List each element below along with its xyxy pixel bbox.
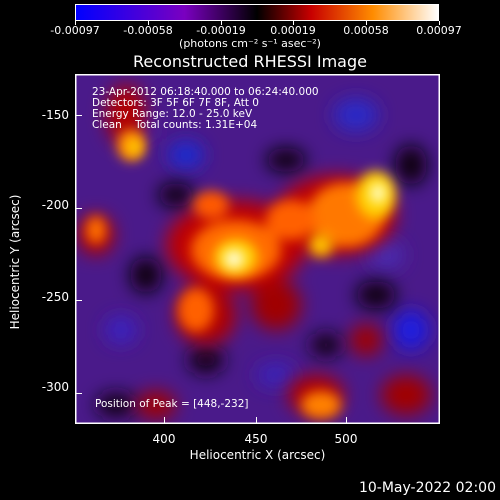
- y-tick: [75, 300, 82, 301]
- colorbar-tick-label: 0.00019: [270, 24, 316, 37]
- dark-gaps: [96, 145, 427, 417]
- colorbar-tick-label: -0.00097: [50, 24, 100, 37]
- y-tick: [75, 208, 82, 209]
- info-clean-counts: Clean Total counts: 1.31E+04: [92, 119, 258, 131]
- image-plot[interactable]: 23-Apr-2012 06:18:40.000 to 06:24:40.000…: [75, 74, 440, 424]
- colorbar-tick-label: 0.00058: [343, 24, 389, 37]
- cb-tick: [293, 21, 294, 25]
- x-tick: [256, 417, 257, 424]
- info-time-range: 23-Apr-2012 06:18:40.000 to 06:24:40.000: [92, 86, 319, 98]
- y-tick-label: -150: [41, 108, 69, 122]
- cb-tick: [221, 21, 222, 25]
- x-tick-label: 450: [244, 432, 268, 446]
- colorbar-unit-label: (photons cm⁻² s⁻¹ asec⁻²): [179, 37, 321, 50]
- info-detectors: Detectors: 3F 5F 6F 7F 8F, Att 0: [92, 97, 259, 109]
- y-tick-label: -300: [41, 380, 69, 394]
- colorbar-tick-label: -0.00058: [123, 24, 173, 37]
- colorbar-tick-label: -0.00019: [196, 24, 246, 37]
- colorbar-gradient: [76, 5, 438, 20]
- peak-position-label: Position of Peak = [448,-232]: [95, 398, 249, 410]
- plot-title: Reconstructed RHESSI Image: [133, 52, 367, 71]
- cb-tick: [439, 21, 440, 25]
- date-stamp: 10-May-2022 02:00: [358, 480, 496, 496]
- colorbar-tick-label: 0.00097: [416, 24, 462, 37]
- cb-tick: [148, 21, 149, 25]
- y-tick: [75, 393, 82, 394]
- x-tick-label: 400: [152, 432, 176, 446]
- y-axis-label: Heliocentric Y (arcsec): [8, 194, 22, 330]
- info-energy-range: Energy Range: 12.0 - 25.0 keV: [92, 108, 253, 120]
- y-tick: [75, 115, 82, 116]
- x-tick: [164, 417, 165, 424]
- y-tick-label: -200: [41, 198, 69, 212]
- y-tick-label: -250: [41, 290, 69, 304]
- cb-tick: [366, 21, 367, 25]
- x-tick-label: 500: [334, 432, 358, 446]
- x-axis-label: Heliocentric X (arcsec): [189, 448, 326, 462]
- negative-lobes: [105, 99, 429, 387]
- emission-peak: [224, 183, 386, 268]
- heatmap-image: [76, 75, 439, 423]
- cb-tick: [75, 21, 76, 25]
- x-tick: [346, 417, 347, 424]
- colorbar: [75, 4, 439, 21]
- observation-info: 23-Apr-2012 06:18:40.000 to 06:24:40.000…: [92, 87, 319, 131]
